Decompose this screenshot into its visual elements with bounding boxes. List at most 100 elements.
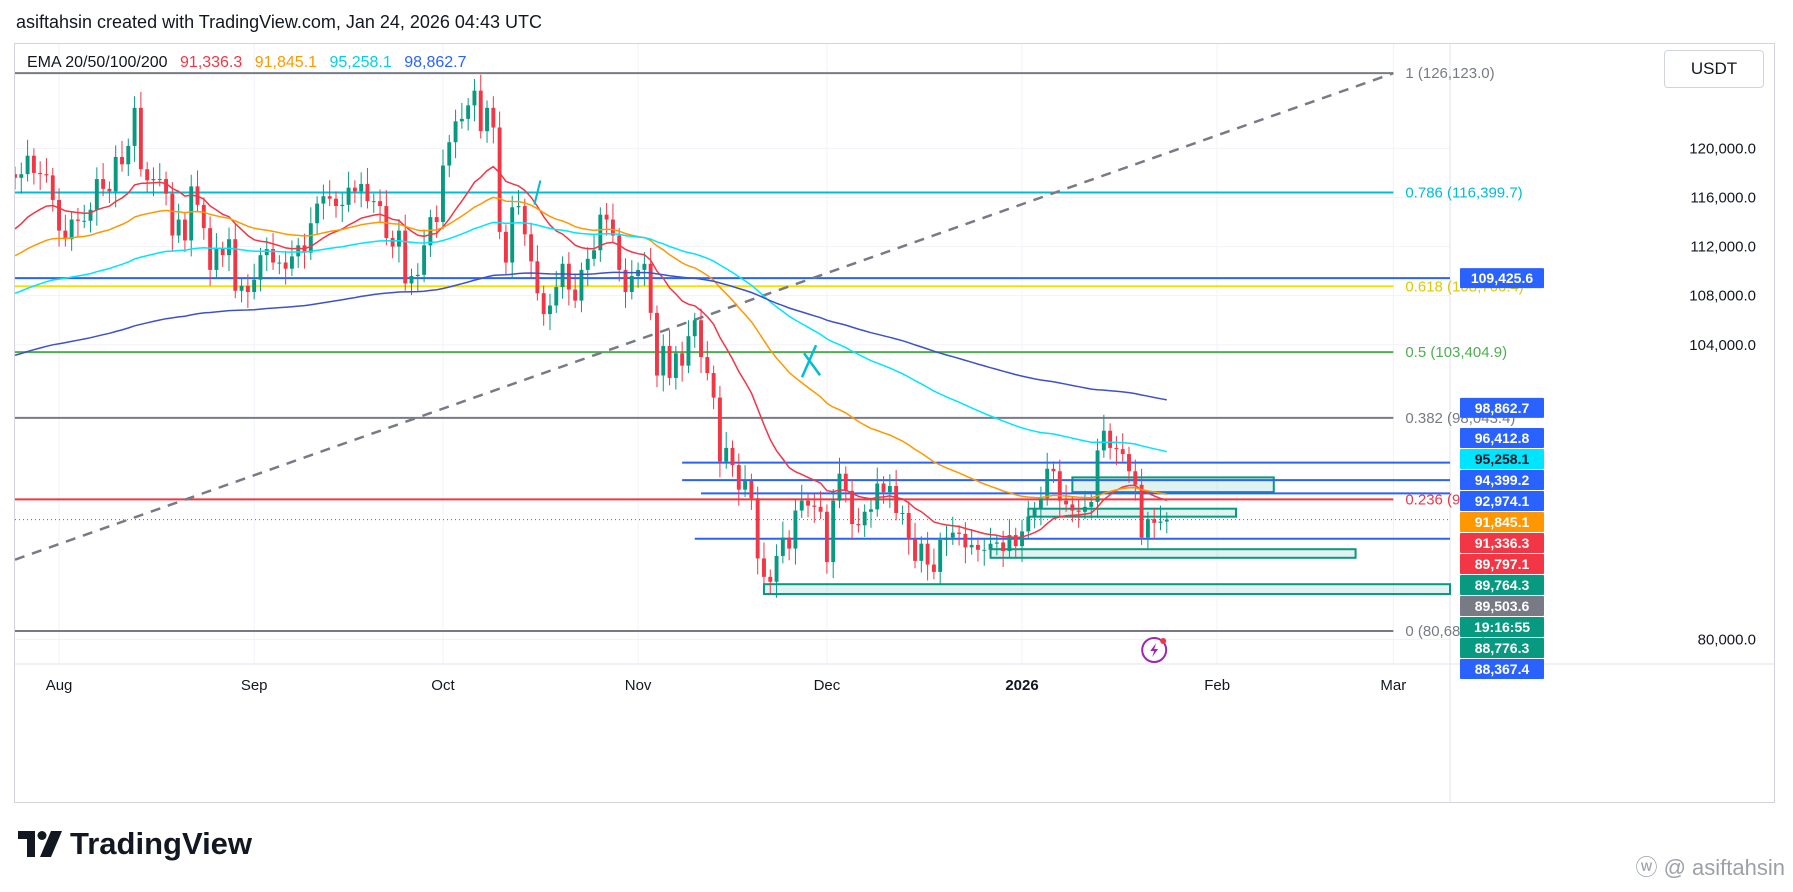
candle [1032, 509, 1037, 517]
candle [145, 169, 150, 181]
candle [1064, 500, 1069, 505]
ema-20-value: 91,336.3 [180, 54, 243, 71]
candle [541, 293, 546, 315]
candle [252, 279, 257, 292]
candle [1013, 535, 1018, 547]
chart-header: asiftahsin created with TradingView.com,… [16, 12, 542, 32]
candle [592, 250, 596, 259]
candle [768, 576, 773, 582]
candle [780, 537, 785, 556]
candle [793, 510, 798, 549]
candle [1076, 510, 1081, 512]
candle [717, 397, 722, 462]
candle [69, 219, 74, 240]
candle [233, 239, 238, 291]
candle [44, 174, 49, 176]
candle [214, 249, 219, 270]
time-tick-label: Aug [46, 677, 73, 694]
candle [151, 179, 156, 181]
price-chart[interactable]: 1 (126,123.0)0.786 (116,399.7)0.618 (108… [15, 44, 1775, 803]
candle [673, 353, 678, 378]
drawing-mark [533, 180, 542, 205]
candle [529, 234, 534, 262]
candle [1158, 521, 1163, 523]
candle [1026, 516, 1031, 532]
candle [913, 538, 917, 561]
candle [881, 483, 886, 493]
candle [164, 179, 169, 194]
candle [1070, 504, 1075, 511]
fib-label-1: 1 (126,123.0) [1405, 65, 1494, 82]
candle [604, 214, 609, 220]
price-badge [1460, 574, 1544, 595]
chart-area[interactable]: 1 (126,123.0)0.786 (116,399.7)0.618 (108… [14, 43, 1775, 803]
candle [422, 245, 427, 275]
candle [107, 188, 112, 192]
price-badge-label: 96,412.8 [1475, 430, 1530, 446]
candle [1020, 531, 1024, 547]
candle [497, 127, 502, 232]
candle [50, 175, 55, 200]
candle [743, 481, 748, 490]
candle [705, 357, 710, 374]
candle [403, 230, 408, 284]
time-tick-label: Dec [814, 677, 841, 694]
candle [283, 262, 288, 269]
candle [806, 500, 810, 506]
time-tick-label: 2026 [1005, 677, 1038, 694]
candle [485, 107, 489, 132]
candle [824, 511, 829, 563]
candle [1152, 519, 1157, 523]
candle [963, 533, 968, 548]
price-tick-label: 116,000.0 [1690, 189, 1756, 206]
candle [787, 537, 792, 549]
candle [661, 346, 666, 376]
currency-selector[interactable]: USDT [1664, 50, 1764, 88]
candle [63, 230, 68, 240]
candle [315, 203, 320, 224]
ema-100-value: 95,258.1 [329, 54, 392, 71]
candle [1051, 468, 1056, 472]
candle [1108, 430, 1113, 448]
candle [573, 289, 578, 301]
price-badge [1460, 616, 1544, 637]
candle [938, 540, 943, 572]
candle [271, 249, 275, 263]
candle [132, 107, 137, 146]
candle [831, 500, 836, 563]
candle [296, 245, 301, 257]
candle [522, 206, 527, 235]
price-badge [1460, 511, 1544, 532]
ema-legend[interactable]: EMA 20/50/100/200 91,336.3 91,845.1 95,2… [27, 54, 475, 72]
price-badge [1460, 595, 1544, 616]
candle [894, 485, 899, 513]
candle [384, 206, 389, 238]
candle [447, 142, 452, 166]
candle [396, 230, 401, 247]
candle [648, 263, 653, 313]
candle [352, 187, 357, 192]
candle [900, 512, 905, 514]
candle [623, 269, 628, 292]
candle [75, 219, 80, 221]
candle [1038, 498, 1043, 510]
candle [988, 543, 993, 550]
fib-label-0.5: 0.5 (103,404.9) [1405, 344, 1507, 361]
candle [208, 228, 213, 270]
ema-50-value: 91,845.1 [254, 54, 318, 71]
candle [239, 285, 244, 291]
candle [1089, 501, 1094, 507]
candle [680, 353, 685, 366]
candle [434, 217, 439, 223]
candle [1101, 430, 1106, 451]
zone-box-3 [762, 583, 1451, 596]
candle [101, 179, 106, 189]
candle [170, 193, 175, 236]
price-badge-label: 109,425.6 [1471, 270, 1533, 286]
price-tick-label: 112,000.0 [1690, 239, 1756, 256]
price-badge [1460, 427, 1544, 448]
candle [327, 196, 332, 199]
candle [409, 276, 414, 284]
price-badge [1460, 553, 1544, 574]
tradingview-logo[interactable]: TradingView [18, 826, 252, 862]
